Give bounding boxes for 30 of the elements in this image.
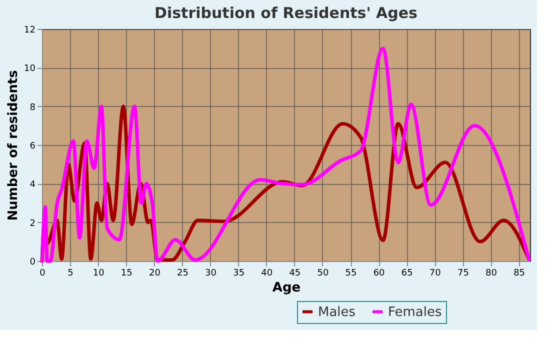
x-tick-label: 65 (401, 268, 413, 278)
y-tick-label: 6 (30, 142, 36, 152)
y-tick-label: 10 (24, 64, 36, 74)
x-tick-label: 80 (486, 268, 498, 278)
chart-title: Distribution of Residents' Ages (154, 4, 418, 22)
y-tick-label: 8 (30, 102, 36, 113)
x-tick-label: 50 (317, 268, 329, 278)
x-tick-label: 5 (68, 268, 74, 278)
x-tick-label: 0 (40, 268, 46, 278)
legend-label: Males (318, 304, 356, 320)
y-tick-label: 2 (30, 218, 36, 229)
x-tick-label: 20 (148, 268, 161, 278)
x-tick-label: 75 (457, 268, 469, 278)
x-tick-label: 85 (514, 268, 526, 278)
y-tick-label: 0 (30, 258, 36, 268)
y-axis-title: Number of residents (6, 70, 22, 221)
x-tick-label: 35 (233, 268, 245, 278)
x-tick-label: 25 (177, 268, 188, 278)
x-tick-label: 45 (289, 268, 301, 278)
y-tick-label: 12 (24, 26, 36, 36)
x-tick-label: 15 (120, 268, 132, 278)
x-tick-label: 70 (429, 268, 442, 278)
x-tick-label: 40 (261, 268, 273, 278)
legend-label: Females (388, 304, 442, 320)
y-tick-label: 4 (30, 180, 36, 190)
x-tick-label: 10 (92, 268, 105, 278)
x-axis-title: Age (272, 280, 301, 296)
x-tick-label: 55 (345, 268, 357, 278)
x-tick-label: 30 (205, 268, 217, 278)
x-tick-label: 60 (373, 268, 386, 278)
